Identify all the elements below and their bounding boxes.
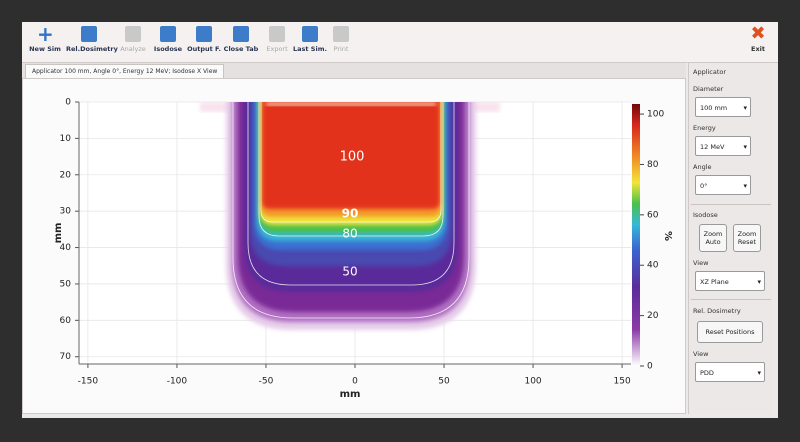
contour-label: 50 <box>342 265 357 279</box>
exit-icon: ✖ <box>750 23 766 44</box>
separator <box>691 299 771 300</box>
field-label: Energy <box>693 124 716 132</box>
separator <box>691 204 771 205</box>
toolbar-label: Export <box>266 45 288 53</box>
toolbar-button[interactable]: Rel.Dosimetry <box>66 26 118 53</box>
contour-label: 90 <box>342 207 359 221</box>
colorbar-tick-label: 0 <box>647 362 653 372</box>
dropdown[interactable]: 12 MeV <box>695 136 751 157</box>
toolbar-button[interactable]: Isodose <box>145 26 191 53</box>
dropdown[interactable]: 100 mm <box>695 97 751 118</box>
toolbar-icon <box>125 26 141 42</box>
toolbar-button[interactable]: Analyze <box>110 26 156 53</box>
group-title: Isodose <box>693 211 718 219</box>
y-tick-label: 30 <box>60 207 72 217</box>
toolbar-button[interactable]: Export <box>254 26 300 53</box>
contour-label: 80 <box>342 227 357 241</box>
y-tick-label: 10 <box>60 134 72 144</box>
reset-positions-button[interactable]: Reset Positions <box>697 321 763 343</box>
tab[interactable]: Applicator 100 mm, Angle 0°, Energy 12 M… <box>25 64 225 78</box>
colorbar-tick-label: 20 <box>647 311 659 321</box>
toolbar: ✖ Exit + New Sim Rel.Dosimetry Analyze Isodo… <box>22 22 778 63</box>
toolbar-label: Analyze <box>120 45 146 53</box>
isodose-line <box>258 102 444 237</box>
zoom-auto-button[interactable]: Zoom Auto <box>699 224 727 252</box>
x-axis-label: mm <box>340 389 361 400</box>
toolbar-label: Print <box>333 45 349 53</box>
dropdown[interactable]: XZ Plane <box>695 271 765 292</box>
y-tick-label: 0 <box>65 98 71 108</box>
toolbar-label: New Sim <box>29 45 61 53</box>
toolbar-label: Rel.Dosimetry <box>66 45 118 53</box>
sidebar: Applicator Diameter 100 mm Energy 12 MeV… <box>688 63 773 414</box>
toolbar-icon: + <box>37 22 54 46</box>
dose-core <box>266 102 436 106</box>
field-label: Angle <box>693 163 712 171</box>
colorbar-tick-label: 100 <box>647 110 664 120</box>
x-tick-label: 0 <box>352 377 358 387</box>
group-title: Applicator <box>693 68 727 76</box>
colorbar-tick-label: 80 <box>647 160 659 170</box>
toolbar-icon <box>196 26 212 42</box>
colorbar-tick-label: 40 <box>647 261 659 271</box>
colorbar <box>632 104 640 366</box>
tab-row: Applicator 100 mm, Angle 0°, Energy 12 M… <box>22 63 686 78</box>
isodose-line <box>232 102 470 319</box>
y-axis-label: mm <box>53 223 64 244</box>
zoom-reset-button[interactable]: Zoom Reset <box>733 224 761 252</box>
field-label: Diameter <box>693 85 724 93</box>
colorbar-label: % <box>662 231 673 241</box>
y-tick-label: 60 <box>60 316 72 326</box>
dose-band <box>262 102 440 209</box>
toolbar-icon <box>81 26 97 42</box>
toolbar-icon <box>269 26 285 42</box>
exit-label: Exit <box>751 45 765 53</box>
isodose-line <box>247 102 455 286</box>
dropdown[interactable]: PDD <box>695 362 765 383</box>
toolbar-button[interactable]: Last Sim. <box>287 26 333 53</box>
isodose-line <box>260 102 442 223</box>
toolbar-icon <box>333 26 349 42</box>
group-title: Rel. Dosimetry <box>693 307 741 315</box>
x-tick-label: -100 <box>167 377 188 387</box>
y-tick-label: 50 <box>60 279 72 289</box>
toolbar-button[interactable]: Close Tab <box>218 26 264 53</box>
x-tick-label: 150 <box>614 377 631 387</box>
x-tick-label: 100 <box>524 377 541 387</box>
toolbar-button[interactable]: Output F. <box>181 26 227 53</box>
exit-button[interactable]: ✖ Exit <box>735 23 781 54</box>
toolbar-icon <box>233 26 249 42</box>
x-tick-label: -150 <box>78 377 99 387</box>
x-tick-label: -50 <box>259 377 274 387</box>
colorbar-tick-label: 60 <box>647 210 659 220</box>
toolbar-button[interactable]: + New Sim <box>22 22 68 53</box>
field-label: View <box>693 259 709 267</box>
toolbar-label: Output F. <box>187 45 221 53</box>
toolbar-label: Close Tab <box>223 45 259 53</box>
dose-field <box>200 102 500 330</box>
toolbar-icon <box>160 26 176 42</box>
toolbar-label: Last Sim. <box>293 45 327 53</box>
dropdown[interactable]: 0° <box>695 175 751 196</box>
y-tick-label: 70 <box>60 352 72 362</box>
toolbar-label: Isodose <box>153 45 183 53</box>
contour-label: 100 <box>340 150 365 165</box>
field-label: View <box>693 350 709 358</box>
toolbar-button[interactable]: Print <box>318 26 364 53</box>
toolbar-icon <box>302 26 318 42</box>
x-tick-label: 50 <box>438 377 450 387</box>
y-tick-label: 40 <box>60 243 72 253</box>
y-tick-label: 20 <box>60 170 72 180</box>
